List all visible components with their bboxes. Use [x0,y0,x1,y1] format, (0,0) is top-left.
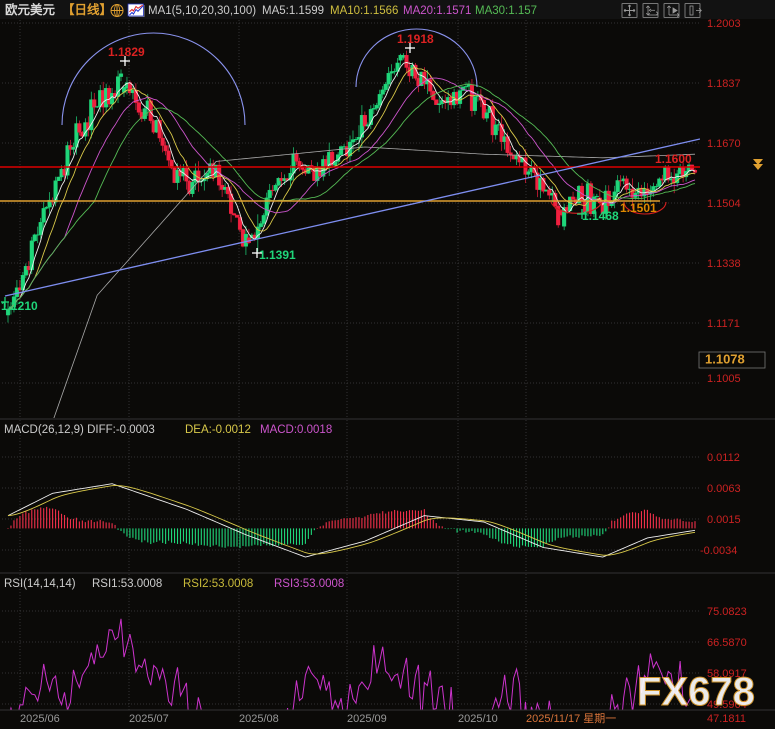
svg-text:66.5870: 66.5870 [707,637,747,649]
svg-text:2025/09: 2025/09 [347,713,387,725]
svg-text:RSI(14,14,14): RSI(14,14,14) [4,578,76,590]
svg-text:0.0063: 0.0063 [707,483,741,495]
svg-text:MA1(5,10,20,30,100): MA1(5,10,20,30,100) [148,5,256,17]
svg-text:2025/11/17 星期一: 2025/11/17 星期一 [526,712,616,725]
svg-text:1.1005: 1.1005 [707,373,741,385]
svg-text:FX678: FX678 [637,670,755,714]
svg-text:1.1501: 1.1501 [620,201,657,215]
svg-text:1.1504: 1.1504 [707,198,741,210]
svg-text:1.1600: 1.1600 [655,152,692,166]
svg-text:MACD:0.0018: MACD:0.0018 [260,424,332,436]
svg-text:MA30:1.157: MA30:1.157 [475,5,537,17]
svg-text:0.0015: 0.0015 [707,514,741,526]
svg-text:DEA:-0.0012: DEA:-0.0012 [185,424,251,436]
svg-text:1.1837: 1.1837 [707,78,741,90]
svg-text:75.0823: 75.0823 [707,606,747,618]
svg-text:1.2003: 1.2003 [707,18,741,30]
svg-text:MA20:1.1571: MA20:1.1571 [403,5,471,17]
svg-text:1.1829: 1.1829 [108,45,145,59]
svg-text:-0.0034: -0.0034 [700,545,737,557]
svg-text:2025/08: 2025/08 [239,713,279,725]
svg-text:47.1811: 47.1811 [707,713,746,725]
svg-text:0.0112: 0.0112 [707,452,740,464]
svg-text:1.1078: 1.1078 [705,352,745,367]
svg-text:【日线】: 【日线】 [62,2,112,17]
svg-text:RSI1:53.0008: RSI1:53.0008 [92,578,162,590]
svg-text:MACD(26,12,9) DIFF:-0.0003: MACD(26,12,9) DIFF:-0.0003 [4,424,155,436]
svg-text:2025/06: 2025/06 [20,713,60,725]
svg-text:1.1171: 1.1171 [707,318,740,330]
svg-text:2025/10: 2025/10 [458,713,498,725]
svg-text:RSI2:53.0008: RSI2:53.0008 [183,578,253,590]
svg-text:MA5:1.1599: MA5:1.1599 [262,5,324,17]
svg-text:1.1468: 1.1468 [582,209,619,223]
svg-text:1.1391: 1.1391 [259,248,296,262]
svg-text:欧元美元: 欧元美元 [5,2,56,17]
svg-text:MA10:1.1566: MA10:1.1566 [330,5,398,17]
svg-text:1.1338: 1.1338 [707,258,741,270]
svg-text:1.1210: 1.1210 [1,299,38,313]
svg-text:1.1670: 1.1670 [707,138,741,150]
svg-text:RSI3:53.0008: RSI3:53.0008 [274,578,344,590]
svg-text:1.1918: 1.1918 [397,32,434,46]
svg-text:2025/07: 2025/07 [129,713,169,725]
